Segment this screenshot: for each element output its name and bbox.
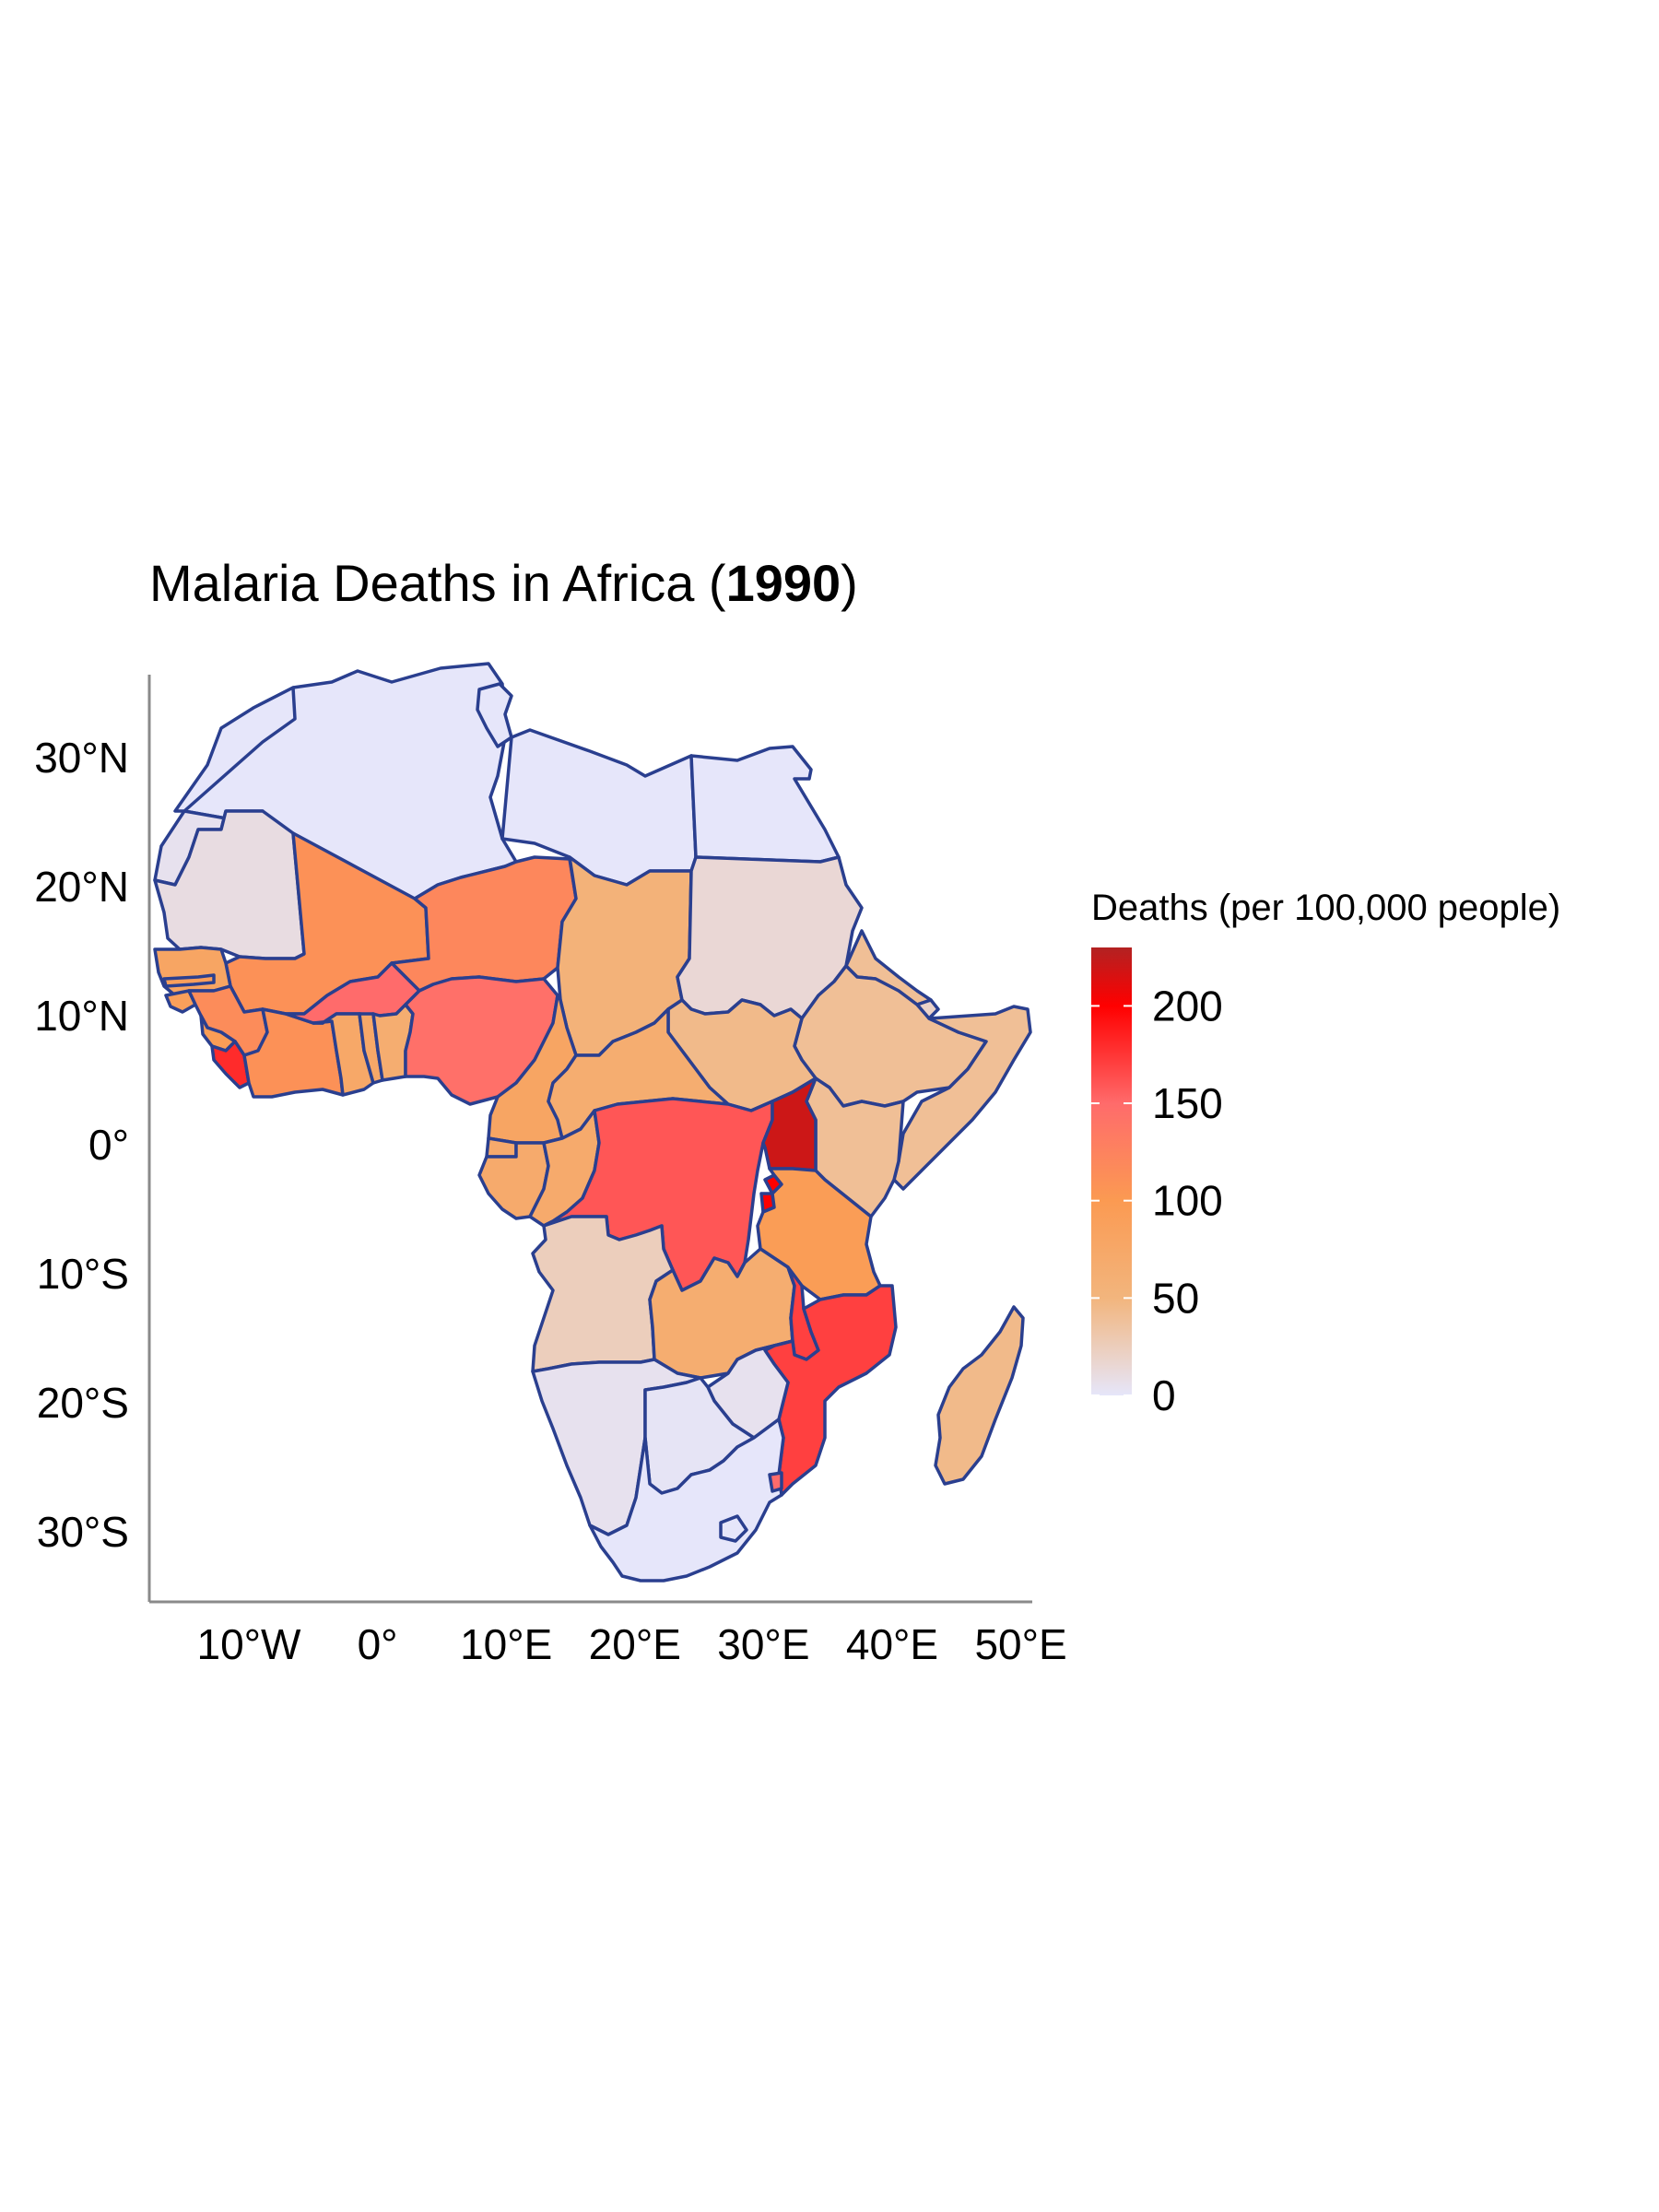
chart-title: Malaria Deaths in Africa (1990) bbox=[149, 554, 858, 612]
region-morocco bbox=[173, 686, 297, 813]
x-tick-label: 30°E bbox=[717, 1620, 809, 1668]
y-tick-label: 30°N bbox=[34, 734, 129, 782]
legend-tick-label: 50 bbox=[1152, 1274, 1199, 1322]
legend-tick-label: 200 bbox=[1152, 982, 1223, 1030]
legend-tick-label: 100 bbox=[1152, 1177, 1223, 1225]
x-tick-label: 50°E bbox=[974, 1620, 1066, 1668]
region-egypt bbox=[689, 745, 841, 864]
x-tick-label: 10°W bbox=[197, 1620, 302, 1668]
y-tick-label: 10°S bbox=[37, 1250, 129, 1298]
y-tick-label: 20°N bbox=[34, 863, 129, 911]
y-tick-label: 0° bbox=[88, 1121, 129, 1169]
region-ghana bbox=[312, 1012, 375, 1097]
y-tick-label: 10°N bbox=[34, 992, 129, 1040]
color-legend: Deaths (per 100,000 people) 0 50 100 150 200 bbox=[1091, 888, 1560, 1419]
africa-map bbox=[153, 662, 1032, 1583]
x-tick-label: 40°E bbox=[846, 1620, 938, 1668]
region-eq-guinea bbox=[485, 1136, 518, 1159]
region-lesotho bbox=[719, 1514, 748, 1543]
region-madagascar bbox=[934, 1305, 1025, 1486]
region-gambia bbox=[162, 973, 216, 988]
legend-tick-label: 150 bbox=[1152, 1079, 1223, 1127]
region-somalia bbox=[892, 1005, 1032, 1191]
x-tick-label: 10°E bbox=[460, 1620, 552, 1668]
legend-title: Deaths (per 100,000 people) bbox=[1091, 888, 1560, 928]
map-axes: 30°N 20°N 10°N 0° 10°S 20°S 30°S 10°W 0° 10°E 20°… bbox=[34, 675, 1067, 1668]
region-guinea-bissau bbox=[164, 989, 197, 1014]
region-swaziland bbox=[768, 1471, 783, 1493]
x-tick-label: 20°E bbox=[589, 1620, 681, 1668]
x-tick-label: 0° bbox=[358, 1620, 398, 1668]
y-tick-label: 30°S bbox=[37, 1508, 129, 1556]
legend-tick-label: 0 bbox=[1152, 1371, 1176, 1419]
y-tick-label: 20°S bbox=[37, 1379, 129, 1427]
legend-colorbar bbox=[1091, 947, 1132, 1395]
